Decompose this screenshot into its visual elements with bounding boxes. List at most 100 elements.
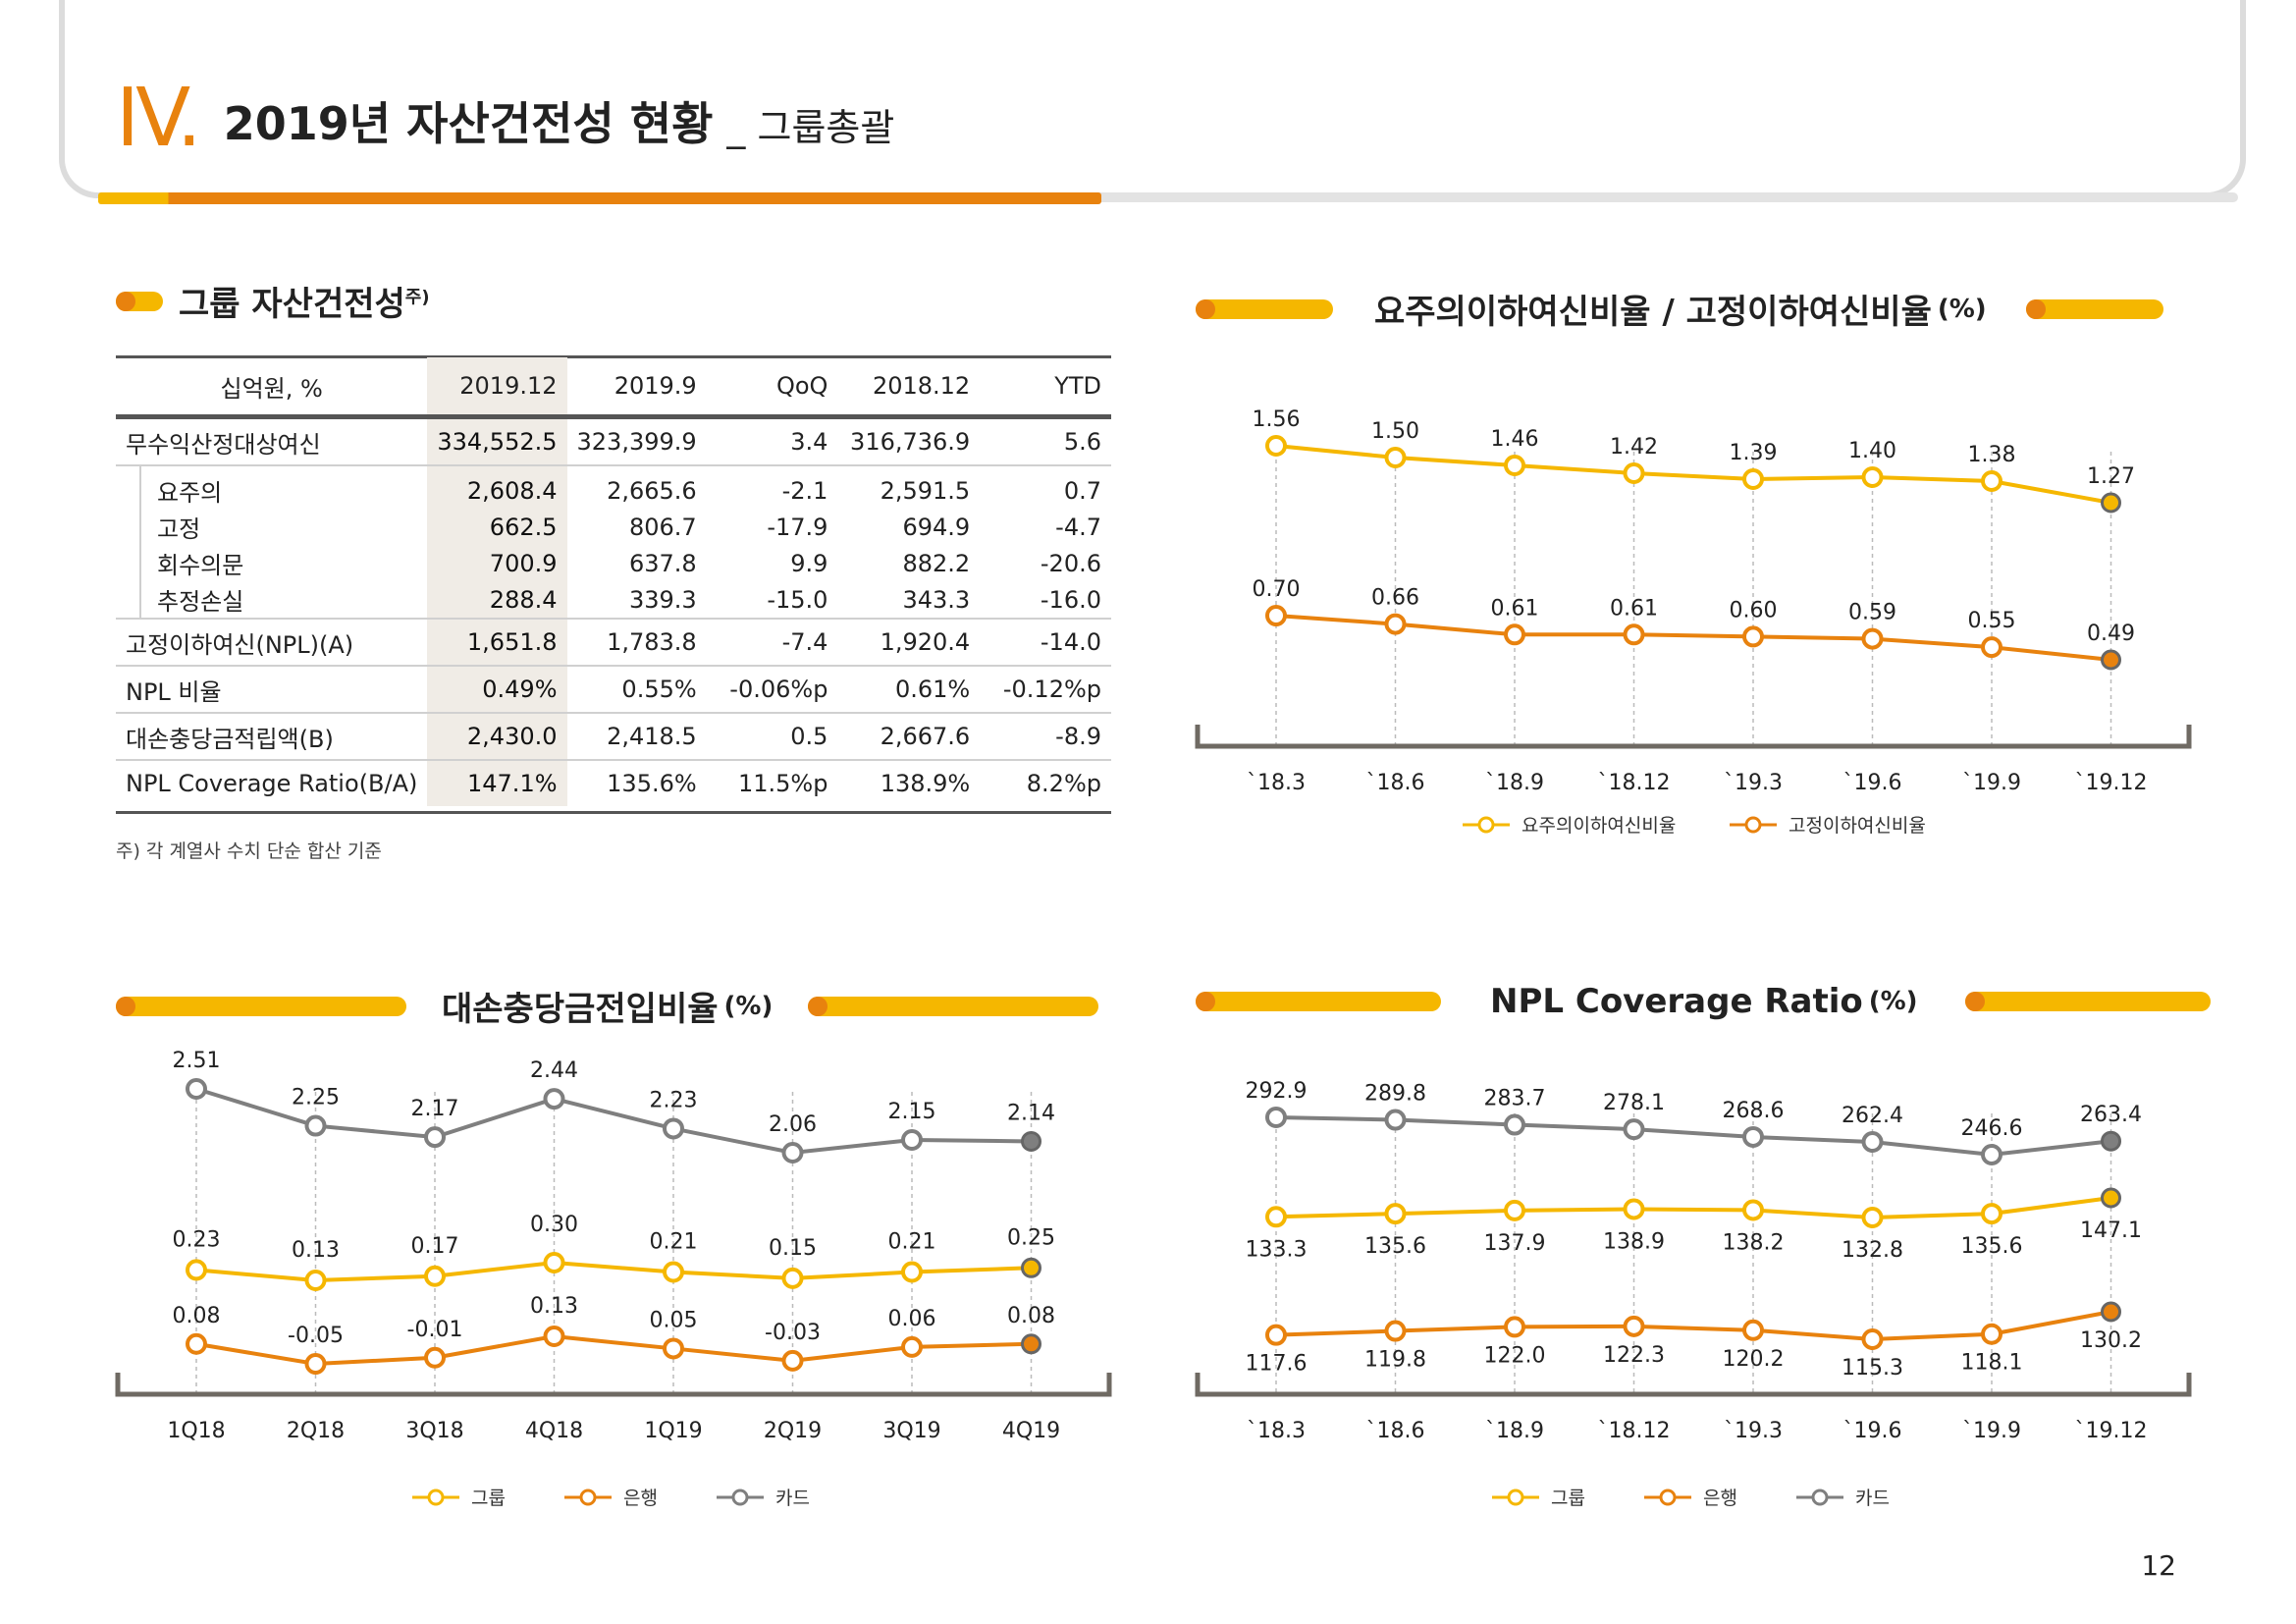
data-point: [2101, 492, 2121, 514]
section-marker: [116, 996, 406, 1016]
series-line: [1275, 1310, 2111, 1342]
row-label: 무수익산정대상여신: [126, 430, 321, 459]
chart-delinquency-ratios: `18.3 `18.6 `18.9 `18.12 `19.3 `19.6 `19.9 `19.…: [1195, 407, 2192, 837]
series-line: [195, 1260, 1032, 1283]
data-point: [1384, 613, 1407, 635]
data-point: [1981, 1203, 2002, 1225]
table-header-cell: 2019.12: [427, 357, 567, 419]
table-header-cell: 십억원, %: [116, 357, 428, 419]
data-point: [1861, 1207, 1884, 1228]
data-point: [1384, 447, 1407, 468]
table-section-header: 그룹 자산건전성주): [116, 277, 430, 325]
data-point: [901, 1261, 923, 1283]
data-label: 117.6: [1246, 1352, 1308, 1377]
x-tick-label: `18.6: [1366, 771, 1425, 795]
data-label: 0.08: [173, 1304, 221, 1328]
table-row: 요주의 2,608.4 2,665.6 -2.1 2,591.5 0.7: [116, 464, 1111, 509]
section-marker-right: [2025, 298, 2163, 319]
data-point: [1742, 1125, 1764, 1148]
x-tick-label: `19.3: [1724, 771, 1783, 795]
x-axis: [1195, 1373, 2192, 1397]
data-label: 0.30: [530, 1213, 578, 1237]
data-point: [1861, 627, 1884, 650]
row-label: NPL Coverage Ratio(B/A): [116, 759, 428, 806]
section-numeral: IV.: [116, 72, 202, 165]
data-point: [1981, 470, 2002, 492]
sub-row-indent-line: [139, 466, 141, 509]
table-cell: 147.1%: [427, 759, 567, 806]
data-point: [1265, 605, 1287, 626]
data-label: 0.05: [650, 1308, 698, 1332]
data-point: [424, 1346, 446, 1369]
asset-quality-table: 십억원, % 2019.12 2019.9 QoQ 2018.12 YTD 무수…: [116, 357, 1111, 806]
sub-row-indent-line: [139, 509, 141, 545]
data-point: [1742, 1199, 1764, 1221]
data-point: [1981, 1144, 2002, 1165]
table-cell: 316,736.9: [850, 428, 971, 456]
x-tick-label: 4Q19: [1002, 1419, 1060, 1443]
table-cell: 700.9: [427, 545, 567, 581]
x-tick-label: `18.6: [1366, 1419, 1425, 1443]
data-label: 2.15: [888, 1100, 936, 1124]
page-subtitle: _ 그룹총괄: [726, 106, 895, 149]
chart3-title: NPL Coverage Ratio: [1490, 982, 1863, 1021]
table-cell: 882.2: [902, 549, 971, 577]
table-cell: 334,552.5: [427, 416, 567, 465]
data-label: 289.8: [1364, 1082, 1426, 1107]
page-header: IV. 2019년 자산건전성 현황 _ 그룹총괄: [116, 79, 894, 159]
data-point: [543, 1088, 565, 1110]
data-label: -0.01: [407, 1318, 463, 1342]
section-marker-right: [1964, 992, 2211, 1011]
table-cell: -17.9: [767, 513, 828, 541]
sub-row-indent-line: [139, 581, 141, 618]
data-point: [543, 1252, 565, 1273]
data-point: [663, 1117, 684, 1140]
data-label: 0.66: [1371, 586, 1419, 611]
data-point: [1623, 1118, 1645, 1141]
chart1-unit: (%): [1937, 294, 1987, 324]
data-point: [1265, 1107, 1287, 1128]
chart2-title: 대손충당금전입비율: [442, 990, 719, 1029]
data-point: [1384, 1320, 1407, 1342]
data-label: 246.6: [1961, 1116, 2023, 1141]
data-point: [1742, 625, 1764, 648]
x-tick-label: 4Q18: [525, 1419, 583, 1443]
legend-marker: [1659, 1489, 1677, 1506]
data-label: 135.6: [1364, 1234, 1426, 1259]
table-row: NPL Coverage Ratio(B/A) 147.1% 135.6% 11.5%…: [116, 759, 1111, 806]
page-title: 2019년 자산건전성 현황: [223, 97, 714, 150]
data-point: [1623, 1315, 1645, 1337]
data-point: [1981, 1323, 2002, 1345]
data-label: 122.3: [1603, 1343, 1665, 1368]
x-tick-label: 1Q18: [167, 1419, 225, 1443]
data-point: [663, 1337, 684, 1360]
row-label: 추정손실: [116, 581, 427, 619]
table-row: 추정손실 288.4 339.3 -15.0 343.3 -16.0: [116, 581, 1111, 619]
data-label: 0.55: [1968, 609, 2016, 633]
data-label: 138.2: [1723, 1230, 1785, 1255]
data-label: 1.56: [1253, 407, 1301, 432]
data-point: [304, 1353, 327, 1375]
table-cell: -16.0: [1040, 585, 1101, 614]
series-line: [1275, 444, 2111, 505]
table-cell: 288.4: [427, 581, 567, 619]
data-point: [1623, 1198, 1645, 1220]
table-cell: 2,430.0: [427, 712, 567, 760]
footnote-marker: 주): [404, 287, 430, 308]
legend-marker: [731, 1489, 749, 1506]
table-cell: 2,665.6: [566, 464, 707, 509]
data-label: 130.2: [2080, 1328, 2142, 1353]
row-label: 고정이하여신(NPL)(A): [116, 618, 428, 666]
table-cell: 662.5: [427, 509, 567, 545]
legend-marker: [1477, 816, 1495, 834]
data-label: 132.8: [1842, 1238, 1903, 1263]
x-tick-label: 1Q19: [644, 1419, 702, 1443]
table-cell: 11.5%p: [706, 759, 838, 806]
series-line: [195, 1087, 1032, 1156]
section-marker: [1196, 298, 1333, 319]
x-tick-label: 2Q19: [764, 1419, 822, 1443]
data-label: 0.21: [888, 1230, 936, 1255]
row-label: 고정: [116, 509, 427, 545]
table-row: 고정이하여신(NPL)(A) 1,651.8 1,783.8 -7.4 1,920.4-…: [116, 618, 1111, 666]
data-point: [2101, 649, 2121, 671]
